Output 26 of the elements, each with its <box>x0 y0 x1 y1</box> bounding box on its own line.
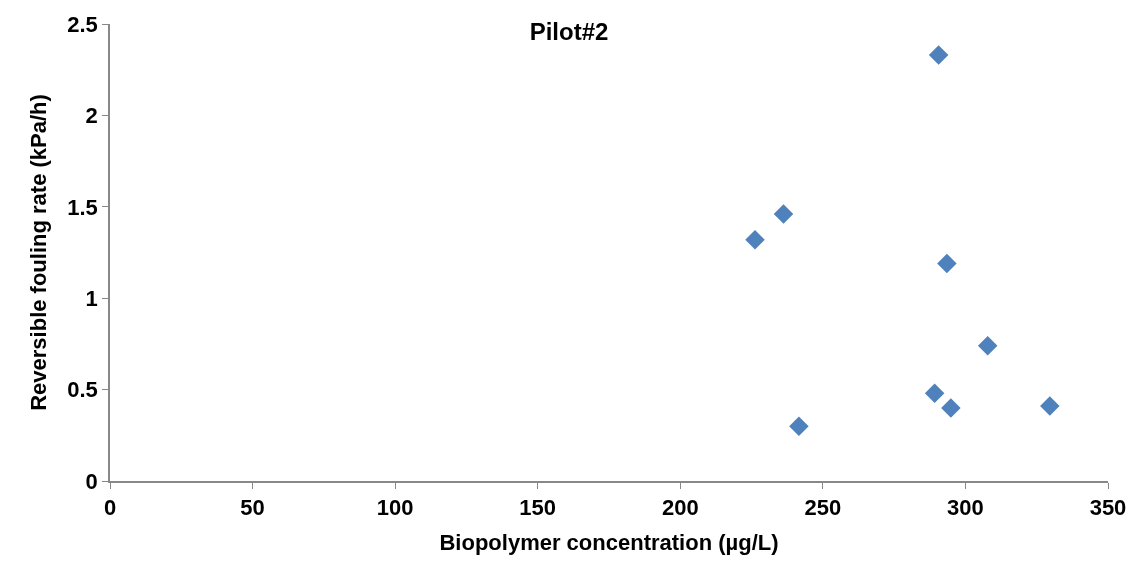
y-axis-title: Reversible fouling rate (kPa/h) <box>25 94 51 411</box>
y-tick-label: 1 <box>85 285 98 311</box>
point <box>1040 396 1060 416</box>
point <box>773 204 794 224</box>
y-tick-label: 0.5 <box>67 377 98 403</box>
y-tick-label: 2.5 <box>67 11 98 37</box>
point <box>937 253 957 274</box>
point <box>924 383 945 404</box>
y-tick-label: 2 <box>85 103 98 129</box>
point <box>928 45 949 65</box>
x-tick-label: 100 <box>376 495 414 521</box>
y-tick-label: 1.5 <box>67 194 98 220</box>
x-tick-label: 300 <box>947 495 984 521</box>
x-tick-label: 250 <box>804 495 842 521</box>
point <box>941 398 961 418</box>
chart-title: Pilot#2 <box>529 17 609 45</box>
x-tick-label: 150 <box>519 495 557 521</box>
x-tick-label: 50 <box>240 495 265 521</box>
x-tick-label: 350 <box>1089 495 1127 521</box>
x-tick-label: 200 <box>661 495 699 521</box>
point <box>745 229 765 250</box>
point <box>789 416 809 436</box>
x-axis-title: Biopolymer concentration (µg/L) <box>439 529 779 555</box>
x-tick-label: 0 <box>103 495 117 521</box>
point <box>977 335 998 356</box>
y-tick-label: 0 <box>85 468 98 494</box>
